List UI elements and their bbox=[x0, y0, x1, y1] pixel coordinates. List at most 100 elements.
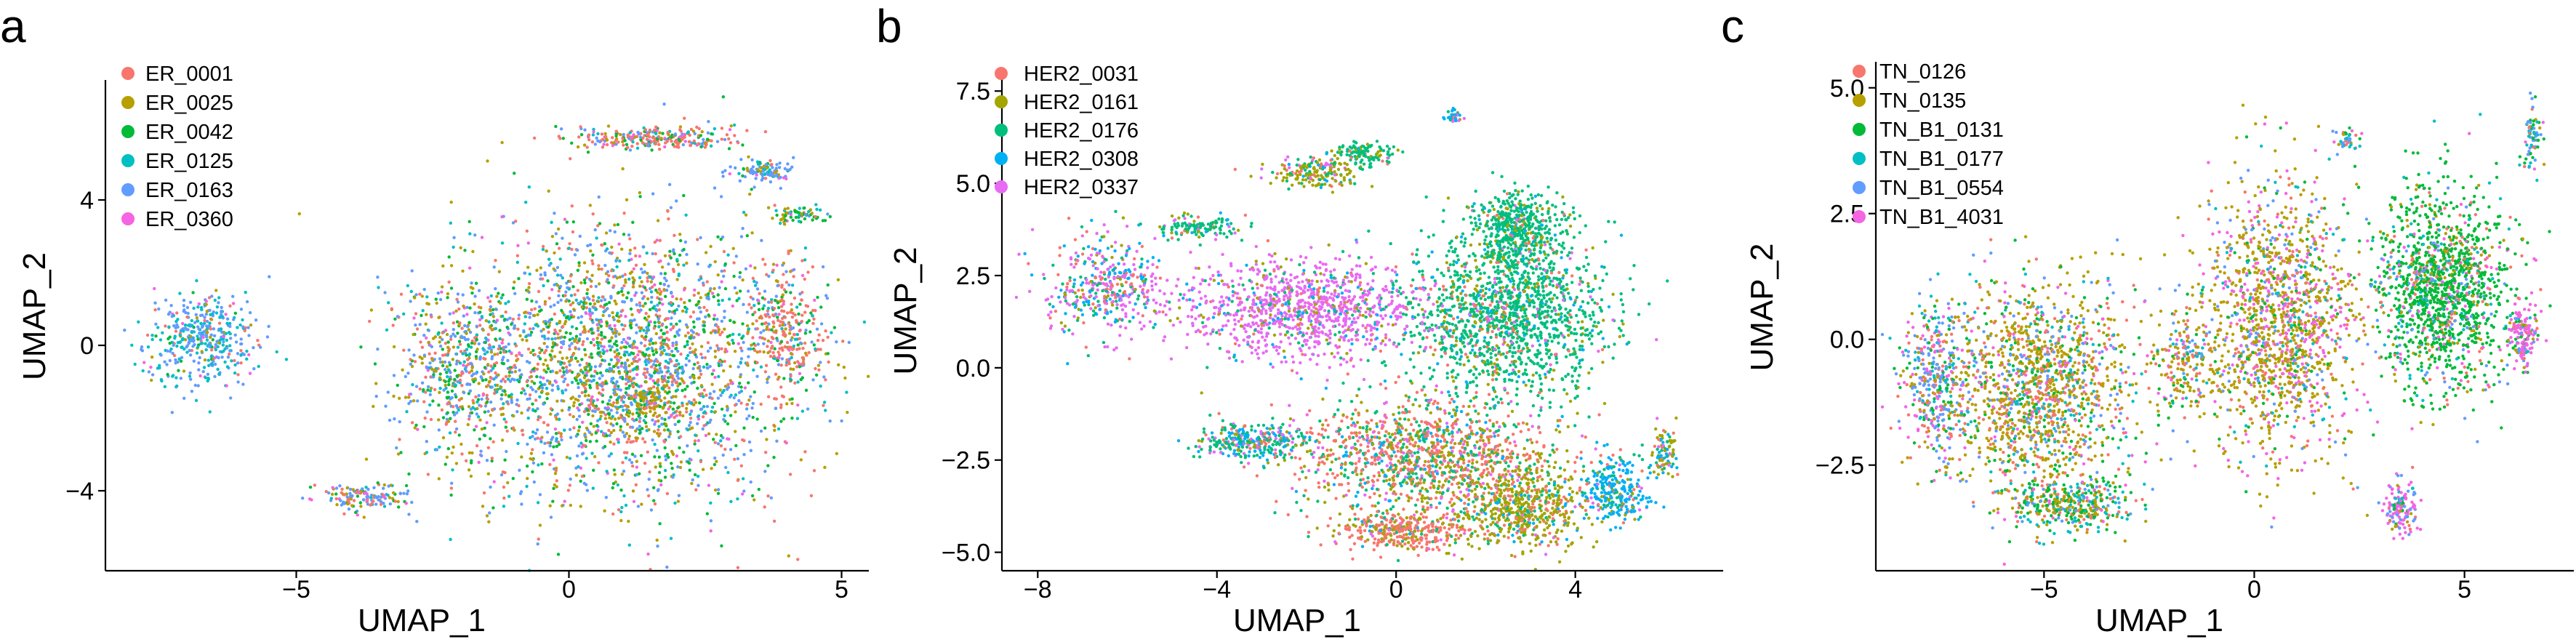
point-ER_0163 bbox=[689, 375, 692, 380]
point-ER_0042 bbox=[686, 340, 689, 343]
point-ER_0163 bbox=[646, 488, 649, 491]
point-ER_0163 bbox=[709, 346, 713, 350]
point-ER_0125 bbox=[675, 358, 678, 363]
point-ER_0360 bbox=[728, 172, 731, 176]
point-ER_0042 bbox=[651, 342, 655, 345]
point-ER_0125 bbox=[547, 257, 551, 261]
point-ER_0001 bbox=[501, 470, 505, 474]
point-ER_0163 bbox=[792, 268, 796, 271]
point-ER_0163 bbox=[763, 289, 767, 293]
point-ER_0125 bbox=[195, 351, 199, 355]
point-ER_0163 bbox=[651, 363, 656, 366]
point-ER_0163 bbox=[579, 315, 584, 318]
point-ER_0025 bbox=[747, 155, 750, 159]
point-ER_0001 bbox=[763, 370, 768, 374]
point-ER_0001 bbox=[501, 338, 505, 342]
point-ER_0125 bbox=[523, 315, 527, 318]
point-ER_0163 bbox=[553, 337, 557, 340]
point-ER_0025 bbox=[555, 485, 558, 489]
point-ER_0001 bbox=[689, 143, 693, 148]
point-ER_0025 bbox=[473, 302, 476, 306]
point-ER_0001 bbox=[669, 301, 673, 305]
point-ER_0001 bbox=[549, 407, 553, 411]
point-ER_0163 bbox=[737, 398, 741, 403]
point-ER_0163 bbox=[340, 503, 344, 507]
point-ER_0025 bbox=[580, 305, 584, 309]
point-ER_0360 bbox=[602, 345, 606, 349]
point-ER_0125 bbox=[228, 332, 232, 336]
point-ER_0025 bbox=[577, 373, 581, 377]
point-ER_0163 bbox=[732, 396, 736, 400]
point-ER_0001 bbox=[661, 380, 665, 384]
point-ER_0025 bbox=[584, 382, 588, 386]
point-HER2_0176 bbox=[1432, 334, 1437, 337]
point-ER_0163 bbox=[179, 377, 182, 380]
point-ER_0001 bbox=[826, 335, 830, 339]
point-ER_0125 bbox=[449, 537, 452, 542]
point-ER_0163 bbox=[409, 362, 412, 366]
point-ER_0042 bbox=[721, 95, 725, 99]
point-ER_0001 bbox=[753, 343, 758, 348]
point-ER_0360 bbox=[785, 177, 788, 181]
point-ER_0163 bbox=[670, 383, 674, 387]
point-ER_0025 bbox=[597, 282, 601, 286]
point-ER_0163 bbox=[697, 306, 701, 310]
point-ER_0025 bbox=[589, 249, 593, 253]
point-ER_0163 bbox=[508, 316, 512, 320]
point-ER_0163 bbox=[406, 489, 410, 493]
point-ER_0025 bbox=[604, 231, 609, 235]
point-ER_0163 bbox=[688, 457, 691, 461]
point-ER_0163 bbox=[578, 234, 582, 238]
point-ER_0025 bbox=[613, 223, 617, 227]
point-ER_0163 bbox=[252, 367, 256, 371]
point-ER_0360 bbox=[500, 215, 504, 219]
point-ER_0001 bbox=[689, 315, 693, 318]
point-ER_0025 bbox=[382, 483, 386, 487]
point-ER_0025 bbox=[615, 353, 619, 356]
point-ER_0025 bbox=[592, 425, 595, 428]
point-ER_0001 bbox=[723, 348, 728, 351]
point-HER2_0176 bbox=[1555, 191, 1559, 195]
point-ER_0163 bbox=[570, 342, 574, 345]
point-ER_0163 bbox=[547, 320, 550, 324]
point-ER_0001 bbox=[613, 327, 617, 332]
point-ER_0163 bbox=[718, 286, 721, 289]
point-ER_0001 bbox=[739, 464, 743, 468]
point-HER2_0337 bbox=[1164, 313, 1168, 317]
point-ER_0025 bbox=[435, 301, 438, 305]
point-ER_0042 bbox=[578, 403, 582, 406]
point-ER_0125 bbox=[721, 298, 724, 302]
point-ER_0025 bbox=[644, 425, 649, 428]
point-ER_0163 bbox=[539, 385, 544, 389]
point-ER_0001 bbox=[816, 339, 820, 342]
point-ER_0042 bbox=[397, 505, 401, 509]
point-ER_0042 bbox=[663, 476, 667, 479]
point-ER_0025 bbox=[675, 297, 678, 301]
point-ER_0163 bbox=[450, 396, 454, 400]
point-ER_0163 bbox=[721, 236, 725, 239]
point-ER_0025 bbox=[766, 350, 770, 355]
point-ER_0163 bbox=[620, 286, 624, 290]
point-ER_0125 bbox=[236, 326, 239, 329]
point-HER2_0176 bbox=[1346, 476, 1350, 480]
point-ER_0125 bbox=[669, 537, 673, 540]
point-ER_0001 bbox=[210, 348, 214, 352]
point-ER_0042 bbox=[643, 302, 647, 305]
point-ER_0042 bbox=[707, 313, 710, 317]
point-ER_0001 bbox=[697, 127, 701, 131]
point-HER2_0337 bbox=[1358, 264, 1362, 268]
point-ER_0025 bbox=[504, 393, 507, 397]
point-HER2_0031 bbox=[1543, 459, 1546, 462]
point-ER_0042 bbox=[712, 294, 715, 299]
point-ER_0025 bbox=[657, 419, 660, 423]
point-ER_0163 bbox=[188, 340, 191, 343]
point-ER_0125 bbox=[217, 372, 221, 376]
point-ER_0163 bbox=[414, 293, 418, 297]
point-HER2_0337 bbox=[1136, 312, 1140, 316]
point-ER_0001 bbox=[411, 421, 414, 425]
point-ER_0001 bbox=[771, 350, 775, 355]
point-ER_0025 bbox=[756, 168, 760, 172]
point-ER_0025 bbox=[542, 362, 545, 366]
point-ER_0125 bbox=[428, 389, 433, 393]
point-ER_0042 bbox=[678, 366, 681, 369]
